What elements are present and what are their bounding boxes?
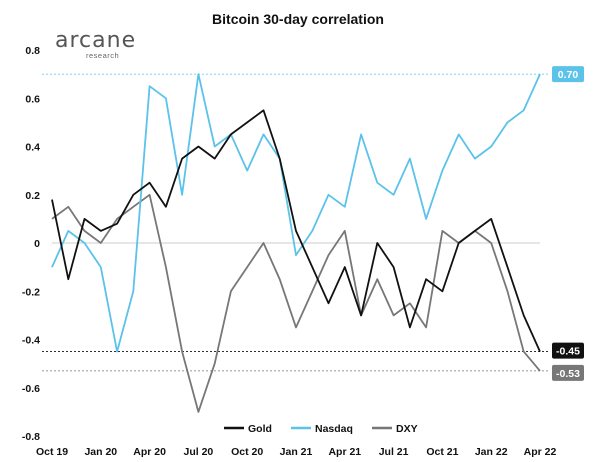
x-tick-label: Oct 21 bbox=[426, 446, 458, 458]
x-tick-label: Jul 20 bbox=[184, 446, 214, 458]
x-tick-label: Jul 21 bbox=[379, 446, 409, 458]
y-tick-label: 0.2 bbox=[25, 190, 40, 202]
badge-dxy bbox=[552, 364, 584, 381]
brand-name: arcane bbox=[55, 28, 136, 53]
x-tick-label: Jan 20 bbox=[84, 446, 117, 458]
chart-title: Bitcoin 30-day correlation bbox=[212, 11, 384, 27]
brand-subtitle: research bbox=[86, 51, 119, 60]
x-tick-label: Oct 19 bbox=[36, 446, 68, 458]
y-axis: 0.8 0.6 0.4 0.2 0 -0.2 -0.4 -0.6 -0.8 bbox=[22, 45, 40, 443]
badge-label-nasdaq: 0.70 bbox=[558, 69, 579, 81]
x-tick-label: Apr 20 bbox=[133, 446, 166, 458]
badge-nasdaq bbox=[552, 66, 584, 83]
series-line-nasdaq bbox=[51, 73, 541, 353]
end-value-badges: 0.70 -0.45 -0.53 bbox=[552, 66, 584, 381]
series-lines bbox=[51, 73, 541, 413]
x-tick-label: Jan 22 bbox=[475, 446, 508, 458]
y-tick-label: 0.6 bbox=[25, 93, 40, 105]
x-tick-label: Oct 20 bbox=[231, 446, 263, 458]
x-tick-label: Apr 21 bbox=[328, 446, 361, 458]
badge-gold bbox=[552, 342, 584, 359]
y-tick-label: -0.6 bbox=[22, 383, 40, 395]
legend: Gold Nasdaq DXY bbox=[224, 423, 418, 435]
y-tick-label: -0.2 bbox=[22, 286, 40, 298]
series-line-gold bbox=[51, 109, 541, 352]
y-tick-label: -0.4 bbox=[22, 335, 40, 347]
y-tick-label: -0.8 bbox=[22, 431, 40, 443]
y-tick-label: 0.8 bbox=[25, 45, 40, 57]
badge-label-dxy: -0.53 bbox=[556, 368, 580, 380]
legend-label-dxy: DXY bbox=[396, 423, 418, 435]
x-tick-label: Jan 21 bbox=[280, 446, 313, 458]
legend-label-gold: Gold bbox=[248, 423, 272, 435]
badge-label-gold: -0.45 bbox=[556, 346, 580, 358]
x-tick-label: Apr 22 bbox=[524, 446, 557, 458]
legend-label-nasdaq: Nasdaq bbox=[315, 423, 353, 435]
x-axis: Oct 19 Jan 20 Apr 20 Jul 20 Oct 20 Jan 21 Apr … bbox=[36, 446, 557, 458]
y-tick-label: 0.4 bbox=[25, 142, 40, 154]
y-tick-label: 0 bbox=[34, 238, 40, 250]
brand-logo: arcane research bbox=[55, 28, 136, 60]
reference-lines bbox=[42, 73, 548, 372]
